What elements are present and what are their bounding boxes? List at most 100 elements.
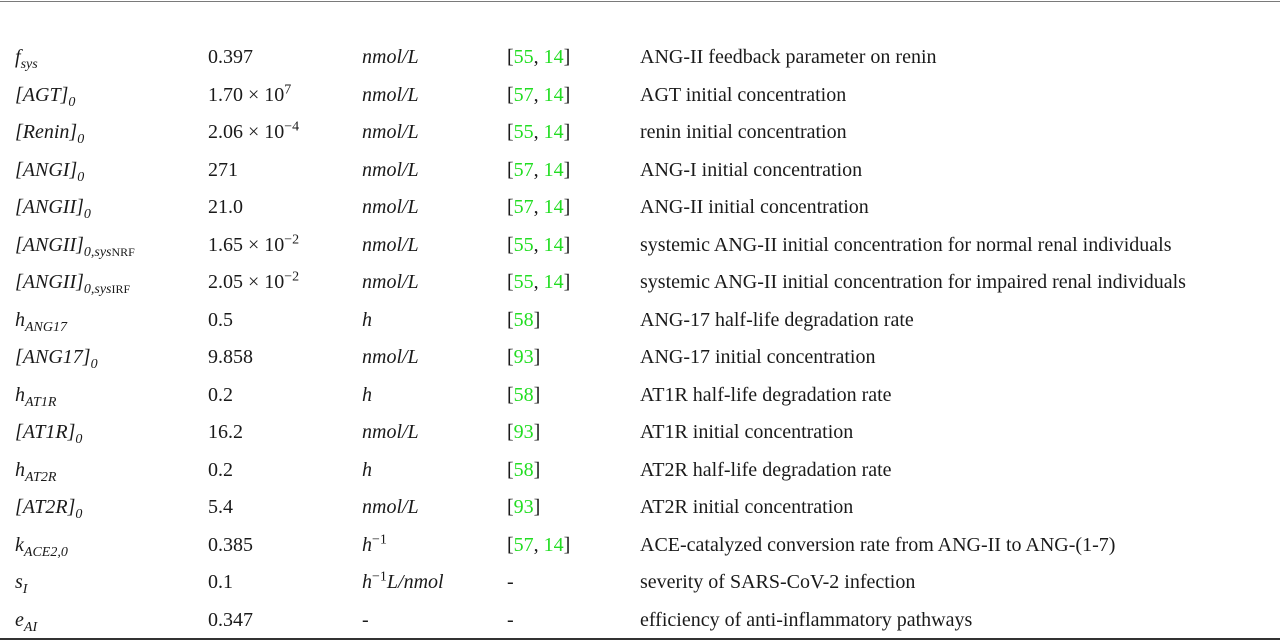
- parameter-table: fsys 0.397 nmol/L [55, 14] ANG-II feedback p…: [0, 39, 1280, 639]
- symbol-subscript: I: [23, 582, 28, 597]
- ref-close-bracket: ]: [563, 121, 571, 143]
- param-symbol: [ANGI]0: [0, 152, 208, 190]
- param-symbol: hAT1R: [0, 377, 208, 415]
- value-text: 0.385: [208, 533, 253, 556]
- param-value: 2.05 × 10−2: [208, 264, 362, 302]
- ref-open-bracket: [: [507, 83, 514, 106]
- table-row: [ANGII]0 21.0 nmol/L [57, 14] ANG-II initial…: [0, 189, 1280, 227]
- symbol-subscript: sys: [21, 57, 38, 72]
- citation-link[interactable]: 58: [513, 458, 534, 481]
- symbol-subscript: 0: [77, 132, 84, 147]
- symbol-subscript-text: I: [22, 582, 28, 597]
- param-value: 0.347: [208, 602, 362, 640]
- citation-link[interactable]: 55: [513, 233, 534, 256]
- ref-close-bracket: ]: [563, 46, 571, 68]
- citation-link[interactable]: 14: [543, 271, 564, 293]
- citation-link[interactable]: 14: [543, 196, 564, 218]
- param-value: 0.2: [208, 377, 362, 415]
- ref-close-bracket: ]: [533, 421, 541, 443]
- param-value: 1.70 × 107: [208, 77, 362, 115]
- ref-open-bracket: [: [507, 421, 514, 443]
- value-text: 0.347: [208, 608, 253, 631]
- unit-exponent: −1: [372, 569, 387, 585]
- param-reference: [57, 14]: [507, 189, 640, 227]
- unit-text: nmol/L: [362, 196, 419, 218]
- unit-text: -: [362, 608, 369, 631]
- param-symbol: fsys: [0, 39, 208, 77]
- citation-link[interactable]: 58: [513, 383, 534, 406]
- citation-link[interactable]: 14: [543, 158, 564, 181]
- symbol-base: f: [15, 46, 21, 68]
- ref-separator: ,: [533, 121, 544, 143]
- citation-link[interactable]: 57: [513, 158, 534, 181]
- ref-separator: ,: [533, 158, 544, 181]
- param-unit: nmol/L: [362, 264, 507, 302]
- citation-link[interactable]: 55: [513, 121, 534, 143]
- ref-separator: ,: [533, 196, 544, 218]
- citation-link[interactable]: 57: [513, 196, 534, 218]
- ref-close-bracket: ]: [563, 83, 571, 106]
- unit-text: nmol/L: [362, 233, 419, 256]
- symbol-base: [AT2R]: [15, 496, 76, 518]
- param-unit: nmol/L: [362, 152, 507, 190]
- symbol-subscript-tag: IRF: [111, 282, 131, 296]
- citation-link[interactable]: 93: [513, 346, 534, 368]
- citation-link[interactable]: 14: [543, 46, 564, 68]
- table-row: [AGT]0 1.70 × 107 nmol/L [57, 14] AGT initia…: [0, 77, 1280, 115]
- citation-link[interactable]: 14: [543, 121, 564, 143]
- table-row: [ANGI]0 271 nmol/L [57, 14] ANG-I initial co…: [0, 152, 1280, 190]
- citation-link[interactable]: 93: [513, 421, 534, 443]
- value-text: 0.1: [208, 571, 233, 593]
- value-exponent: −2: [284, 231, 300, 247]
- param-description: systemic ANG-II initial concentration fo…: [640, 271, 1186, 293]
- symbol-subscript-text: 0: [68, 94, 76, 110]
- value-mantissa: 1.70 × 10: [208, 83, 285, 106]
- citation-link[interactable]: 14: [543, 83, 564, 106]
- table-row: hAT1R 0.2 h [58] AT1R half-life degradation …: [0, 377, 1280, 415]
- citation-link[interactable]: 55: [513, 46, 534, 68]
- value-exponent: 7: [284, 81, 292, 97]
- table-row: hANG17 0.5 h [58] ANG-17 half-life degradati…: [0, 302, 1280, 340]
- ref-close-bracket: ]: [563, 158, 571, 181]
- value-text: 0.397: [208, 46, 253, 68]
- citation-link[interactable]: 58: [513, 308, 534, 331]
- param-unit: h: [362, 452, 507, 490]
- unit-exponent: −1: [372, 531, 387, 547]
- param-symbol: [ANG17]0: [0, 339, 208, 377]
- symbol-subscript: 0: [77, 170, 84, 185]
- table-row: kACE2,0 0.385 h−1 [57, 14] ACE-catalyzed con…: [0, 527, 1280, 565]
- citation-link[interactable]: 93: [513, 496, 534, 518]
- table-row: [ANGII]0,sysIRF 2.05 × 10−2 nmol/L [55, 14]…: [0, 264, 1280, 302]
- table-row: fsys 0.397 nmol/L [55, 14] ANG-II feedback p…: [0, 39, 1280, 77]
- ref-open-bracket: [: [507, 458, 514, 481]
- citation-link[interactable]: 57: [513, 83, 534, 106]
- citation-link[interactable]: 14: [543, 533, 564, 556]
- unit-text: nmol/L: [362, 158, 419, 181]
- citation-link[interactable]: 55: [513, 271, 534, 293]
- symbol-subscript-text: 0: [83, 207, 91, 222]
- ref-separator: ,: [533, 46, 544, 68]
- unit-text: h: [362, 571, 372, 593]
- table-row: [AT2R]0 5.4 nmol/L [93] AT2R initial concent…: [0, 489, 1280, 527]
- ref-close-bracket: ]: [533, 346, 541, 368]
- param-unit: h−1L/nmol: [362, 564, 507, 602]
- table-row: [AT1R]0 16.2 nmol/L [93] AT1R initial concen…: [0, 414, 1280, 452]
- citation-link[interactable]: 14: [543, 233, 564, 256]
- param-symbol: [ANGII]0,sysIRF: [0, 264, 208, 302]
- param-reference: [93]: [507, 414, 640, 452]
- unit-text: h: [362, 383, 372, 406]
- symbol-base: [AGT]: [15, 83, 69, 106]
- param-description: ANG-17 initial concentration: [640, 346, 876, 368]
- param-reference: [55, 14]: [507, 39, 640, 77]
- ref-separator: ,: [533, 533, 544, 556]
- ref-close-bracket: ]: [563, 233, 571, 256]
- symbol-subscript: AT2R: [25, 470, 56, 485]
- ref-none: -: [507, 571, 514, 593]
- param-description: ANG-17 half-life degradation rate: [640, 308, 914, 331]
- ref-open-bracket: [: [507, 121, 514, 143]
- symbol-base: [Renin]: [15, 121, 78, 143]
- symbol-subscript: 0: [75, 432, 82, 447]
- symbol-base: [ANG17]: [15, 346, 91, 368]
- param-reference: [58]: [507, 377, 640, 415]
- citation-link[interactable]: 57: [513, 533, 534, 556]
